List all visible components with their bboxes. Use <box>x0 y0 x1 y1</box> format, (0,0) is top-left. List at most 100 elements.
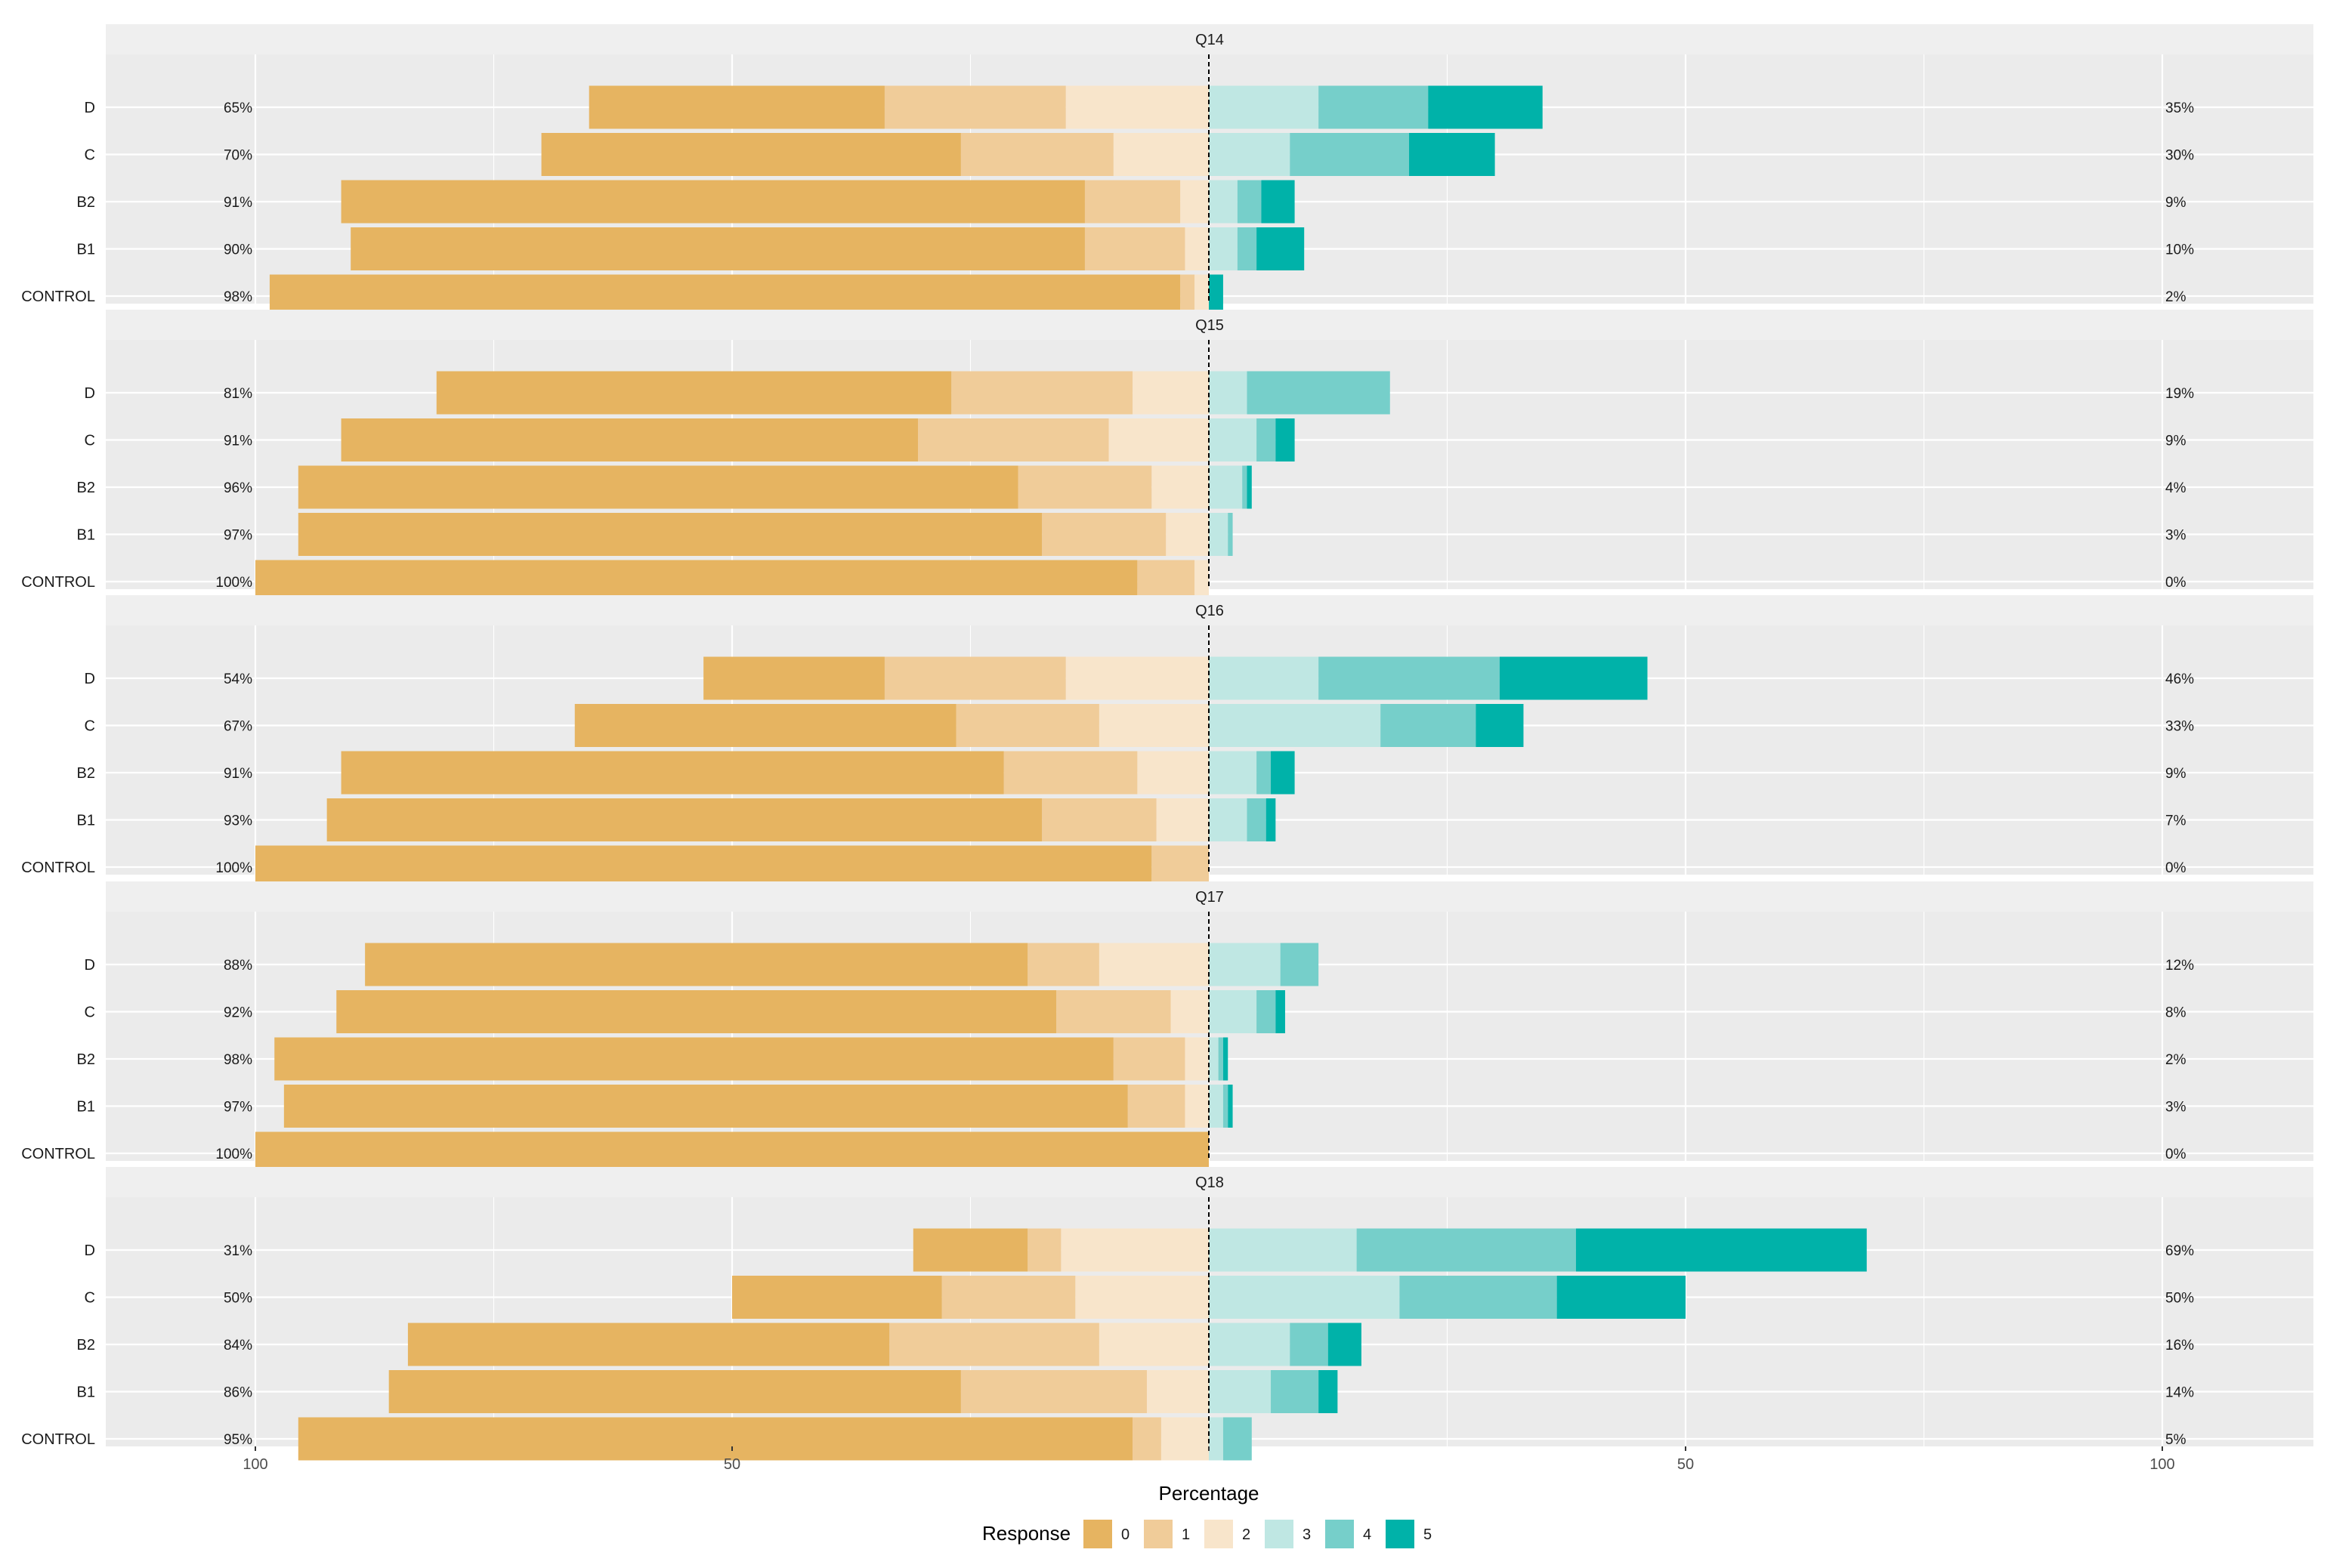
bar-Q17-B1-response-2 <box>1185 1085 1209 1128</box>
facet-title: Q14 <box>1195 32 1224 48</box>
negative-percent-label: 96% <box>224 480 252 496</box>
bar-Q17-C-response-4 <box>1256 990 1276 1033</box>
bar-Q18-B2-response-2 <box>1099 1323 1209 1366</box>
negative-percent-label: 95% <box>224 1432 252 1448</box>
positive-percent-label: 9% <box>2165 195 2186 211</box>
bar-Q15-B2-response-1 <box>1018 465 1152 509</box>
negative-percent-label: 90% <box>224 242 252 258</box>
bar-Q16-B1-response-2 <box>1156 798 1209 841</box>
negative-percent-label: 81% <box>224 386 252 402</box>
positive-percent-label: 46% <box>2165 671 2194 687</box>
bar-Q14-B1-response-0 <box>351 227 1085 270</box>
group-label: C <box>85 147 95 164</box>
bar-Q14-B2-response-1 <box>1084 180 1181 224</box>
bar-Q18-C-response-2 <box>1075 1276 1209 1319</box>
x-tick-label: 100 <box>243 1456 267 1473</box>
bar-Q16-D-response-1 <box>884 656 1066 700</box>
bar-Q16-B1-response-4 <box>1247 798 1266 841</box>
bar-Q17-D-response-2 <box>1099 943 1209 986</box>
group-label: CONTROL <box>21 574 95 591</box>
negative-percent-label: 92% <box>224 1005 252 1021</box>
legend-title: Response <box>982 1522 1071 1545</box>
bar-Q14-CONTROL-response-5 <box>1209 274 1223 318</box>
group-label: B2 <box>77 765 95 782</box>
bar-Q14-C-response-1 <box>960 133 1114 176</box>
legend-swatch-1 <box>1144 1520 1173 1548</box>
negative-percent-label: 65% <box>224 100 252 116</box>
bar-Q15-C-response-1 <box>918 418 1109 461</box>
legend-label-0: 0 <box>1121 1526 1130 1543</box>
bar-Q18-C-response-1 <box>941 1276 1076 1319</box>
positive-percent-label: 0% <box>2165 860 2186 876</box>
group-label: C <box>85 1005 95 1021</box>
bar-Q16-D-response-5 <box>1499 656 1648 700</box>
bar-Q15-B1-response-0 <box>298 513 1043 556</box>
bar-Q18-B1-response-3 <box>1209 1370 1272 1413</box>
bar-Q14-B1-response-2 <box>1185 227 1209 270</box>
bar-Q15-D-response-4 <box>1247 371 1390 415</box>
bar-Q15-D-response-2 <box>1133 371 1209 415</box>
negative-percent-label: 100% <box>215 1147 252 1162</box>
bar-Q17-C-response-1 <box>1056 990 1171 1033</box>
positive-percent-label: 3% <box>2165 528 2186 544</box>
bar-Q17-B1-response-3 <box>1209 1085 1223 1128</box>
bar-Q18-D-response-0 <box>913 1228 1028 1272</box>
group-label: CONTROL <box>21 1146 95 1162</box>
bar-Q14-B1-response-3 <box>1209 227 1238 270</box>
bar-Q16-C-response-4 <box>1380 704 1476 747</box>
negative-percent-label: 86% <box>224 1385 252 1401</box>
positive-percent-label: 19% <box>2165 386 2194 402</box>
facet-title: Q16 <box>1195 603 1224 619</box>
bar-Q16-C-response-0 <box>574 704 956 747</box>
facet-strip <box>106 24 2313 54</box>
bar-Q18-B2-response-1 <box>889 1323 1099 1366</box>
positive-percent-label: 0% <box>2165 575 2186 591</box>
negative-percent-label: 88% <box>224 958 252 974</box>
bar-Q15-B2-response-2 <box>1151 465 1209 509</box>
bar-Q15-C-response-2 <box>1108 418 1209 461</box>
group-label: B1 <box>77 527 95 544</box>
bar-Q14-C-response-0 <box>541 133 961 176</box>
x-axis-title: Percentage <box>1159 1482 1259 1505</box>
bar-Q16-C-response-1 <box>956 704 1099 747</box>
negative-percent-label: 50% <box>224 1291 252 1307</box>
bar-Q17-B1-response-0 <box>283 1085 1128 1128</box>
negative-percent-label: 91% <box>224 766 252 782</box>
bar-Q14-D-response-1 <box>884 85 1066 129</box>
bar-Q15-D-response-0 <box>436 371 952 415</box>
legend-swatch-4 <box>1325 1520 1354 1548</box>
bar-Q18-CONTROL-response-0 <box>298 1417 1133 1461</box>
negative-percent-label: 97% <box>224 1100 252 1116</box>
negative-percent-label: 97% <box>224 528 252 544</box>
facet-strip <box>106 310 2313 340</box>
negative-percent-label: 98% <box>224 289 252 305</box>
positive-percent-label: 69% <box>2165 1243 2194 1259</box>
positive-percent-label: 33% <box>2165 719 2194 735</box>
positive-percent-label: 4% <box>2165 480 2186 496</box>
bar-Q14-B2-response-4 <box>1237 180 1262 224</box>
bar-Q16-D-response-4 <box>1318 656 1500 700</box>
bar-Q17-B2-response-0 <box>274 1037 1114 1081</box>
group-label: D <box>85 385 95 402</box>
negative-percent-label: 91% <box>224 434 252 449</box>
positive-percent-label: 14% <box>2165 1385 2194 1401</box>
bar-Q18-B1-response-4 <box>1271 1370 1319 1413</box>
bar-Q18-D-response-1 <box>1028 1228 1062 1272</box>
facet-title: Q15 <box>1195 317 1224 334</box>
bar-Q16-B2-response-4 <box>1256 751 1272 795</box>
bar-Q14-D-response-5 <box>1428 85 1543 129</box>
bar-Q14-B2-response-0 <box>341 180 1085 224</box>
legend-swatch-0 <box>1083 1520 1112 1548</box>
positive-percent-label: 3% <box>2165 1100 2186 1116</box>
bar-Q14-B1-response-1 <box>1084 227 1185 270</box>
bar-Q18-B2-response-4 <box>1290 1323 1328 1366</box>
bar-Q16-B2-response-1 <box>1003 751 1138 795</box>
legend-swatch-3 <box>1265 1520 1293 1548</box>
x-tick-label: 50 <box>724 1456 740 1473</box>
bar-Q15-B1-response-3 <box>1209 513 1228 556</box>
bar-Q16-B1-response-3 <box>1209 798 1247 841</box>
group-label: B2 <box>77 1337 95 1353</box>
bar-Q18-D-response-4 <box>1356 1228 1576 1272</box>
negative-percent-label: 100% <box>215 575 252 591</box>
